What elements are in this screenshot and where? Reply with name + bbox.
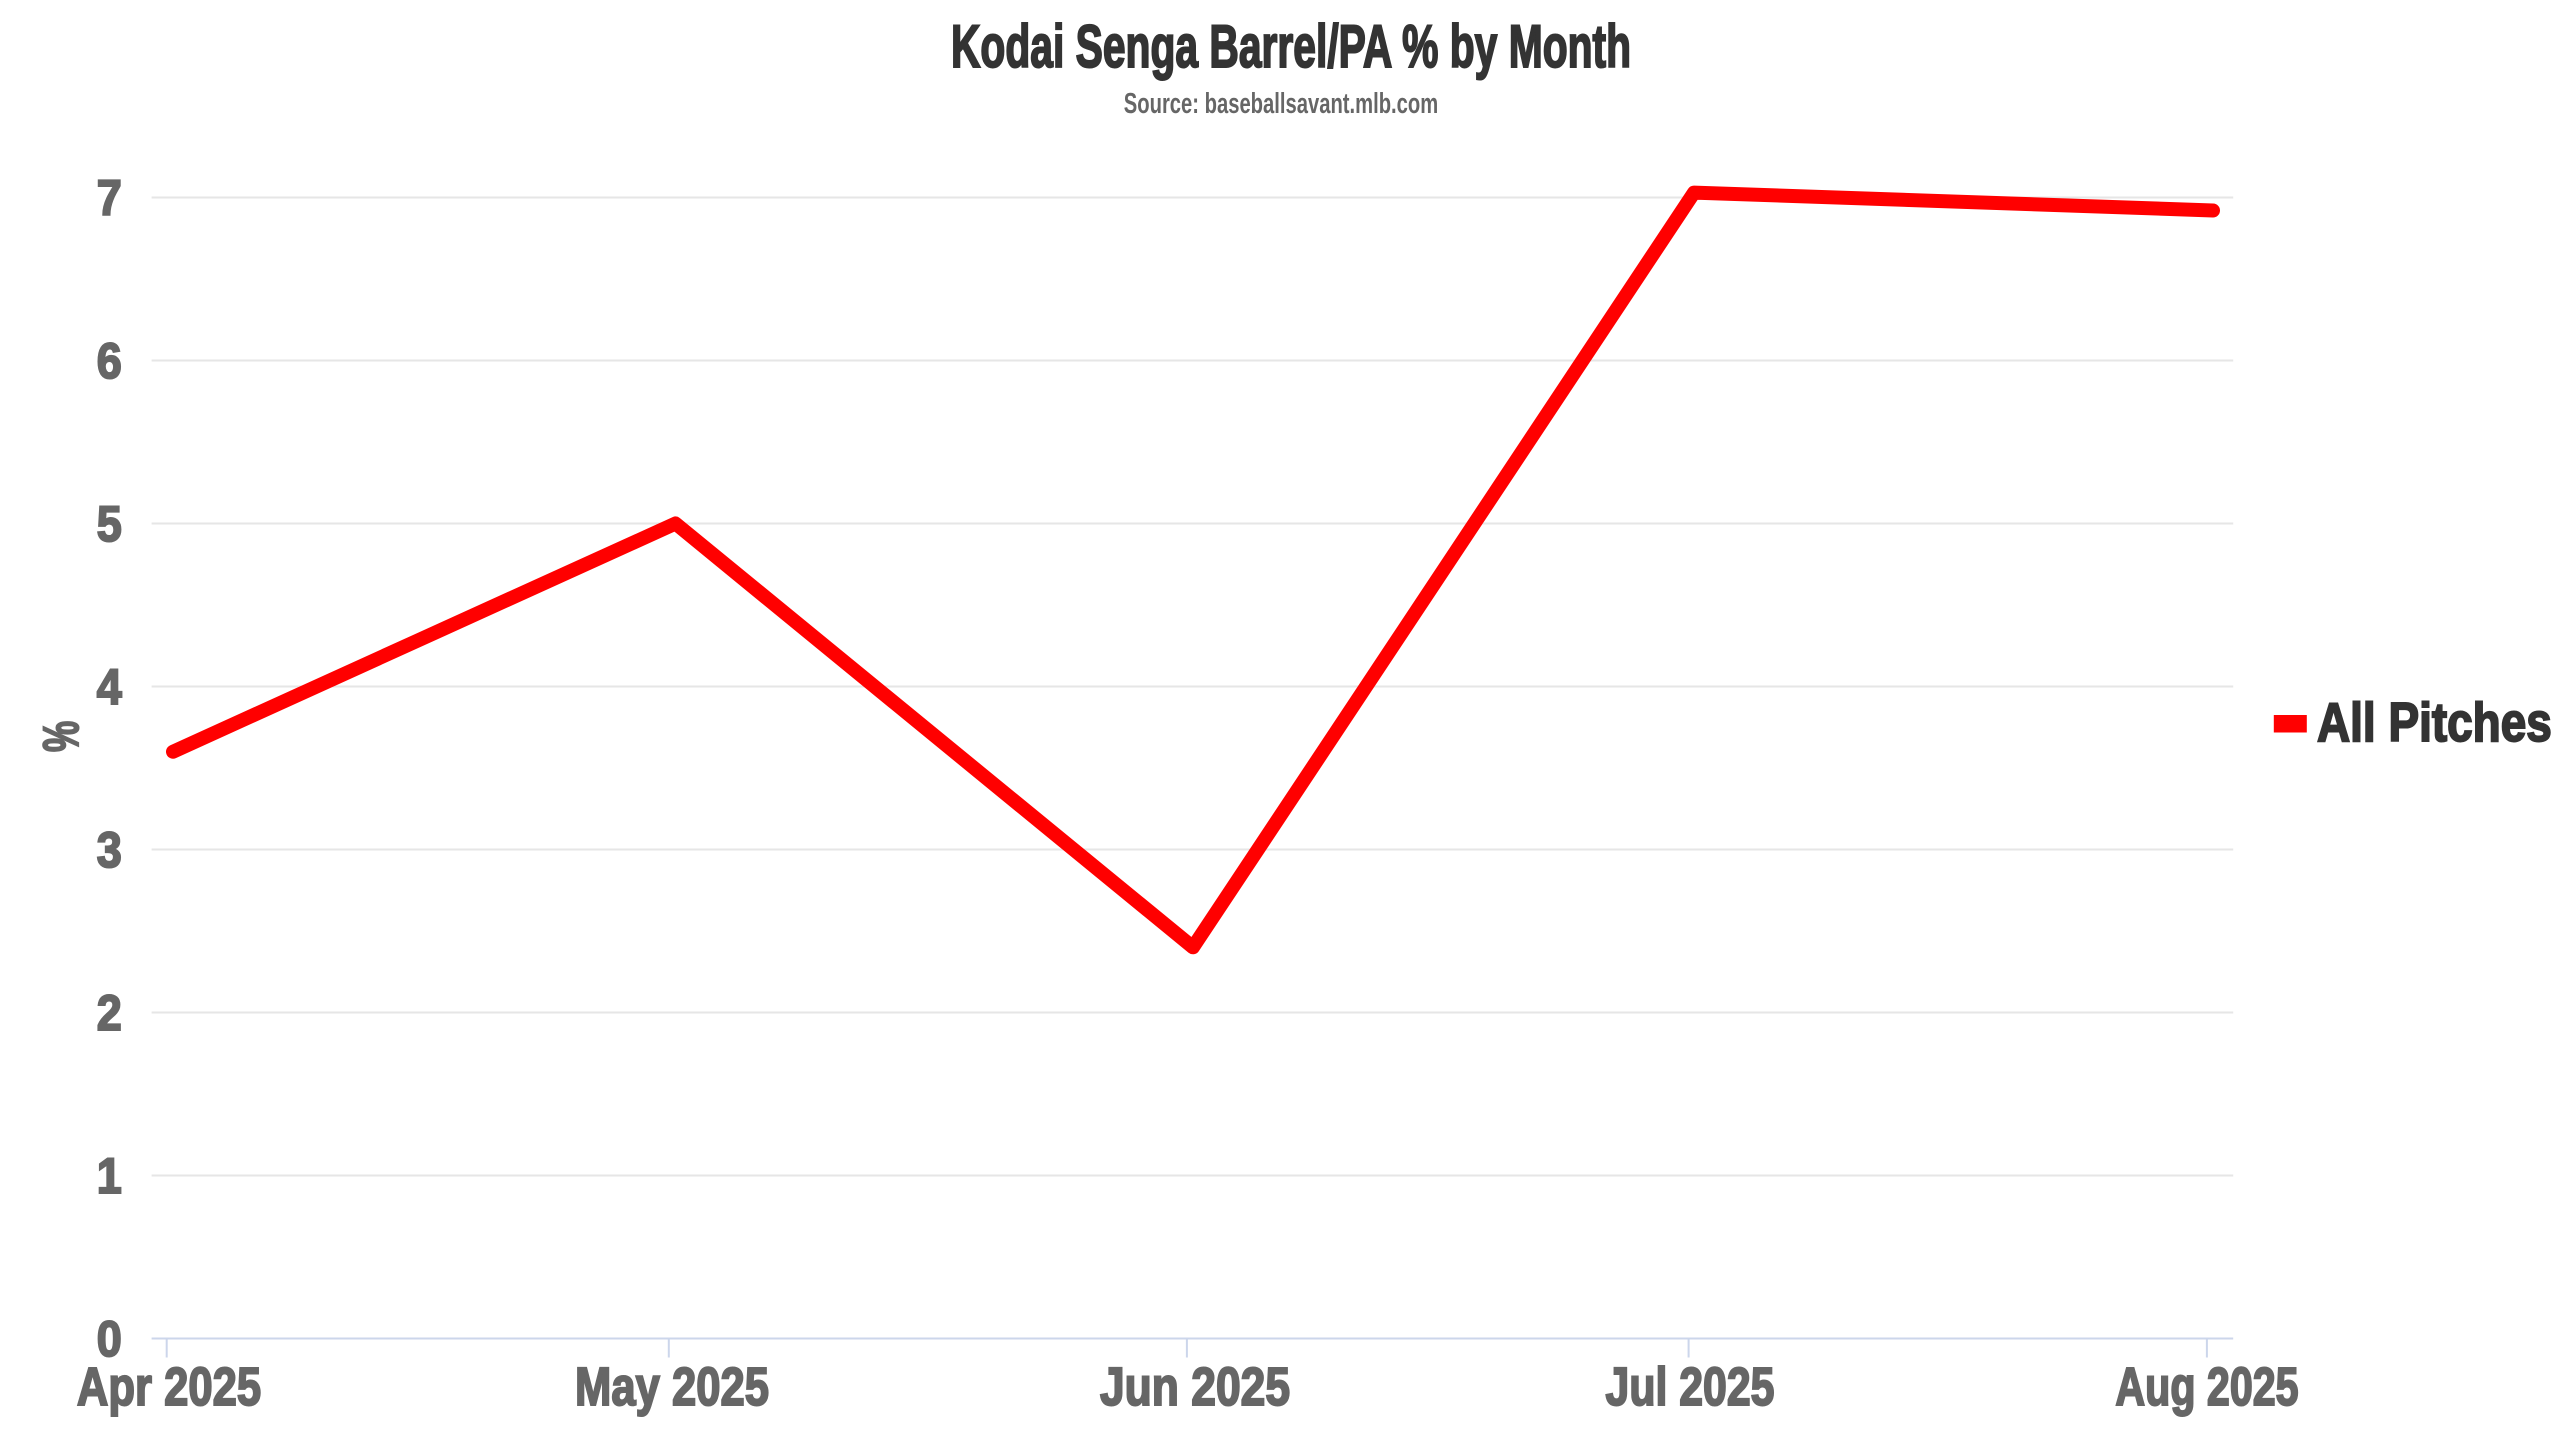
svg-text:%: % (34, 721, 90, 752)
